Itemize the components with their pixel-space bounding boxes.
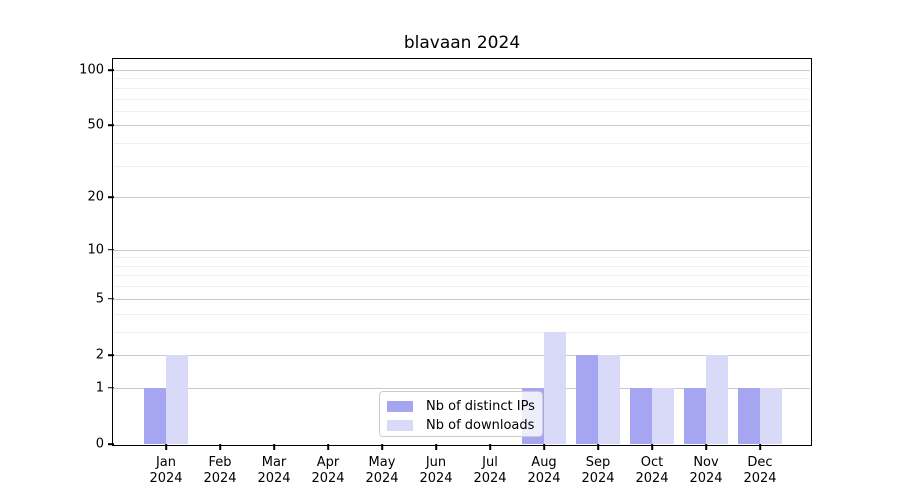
y-tick-label: 5 <box>95 291 104 307</box>
x-tick-label: Feb 2024 <box>203 455 237 486</box>
gridline-minor <box>114 110 810 112</box>
bar-distinct-ips <box>630 387 652 444</box>
x-tick-mark <box>759 444 761 450</box>
plot-area: Jan 2024 Feb 2024 Mar 2024 Apr 2024 May 2024… <box>112 58 812 486</box>
x-tick-label: Apr 2024 <box>311 455 345 486</box>
bar-downloads <box>598 354 620 444</box>
bar-distinct-ips <box>576 354 598 444</box>
y-tick-label: 50 <box>87 117 104 133</box>
y-tick-mark <box>108 443 114 445</box>
gridline-minor <box>114 78 810 80</box>
y-tick-label: 2 <box>95 347 104 363</box>
bar-distinct-ips <box>144 387 166 444</box>
x-tick-mark <box>489 444 491 450</box>
x-tick-label: Sep 2024 <box>581 455 615 486</box>
gridline-major <box>114 125 810 127</box>
gridline-minor <box>114 331 810 333</box>
legend-row-downloads: Nb of downloads <box>387 416 534 435</box>
bar-distinct-ips <box>684 387 706 444</box>
bar-downloads <box>166 354 188 444</box>
x-tick-label: Jun 2024 <box>419 455 453 486</box>
x-tick-label: May 2024 <box>365 455 399 486</box>
y-tick-label: 1 <box>95 380 104 396</box>
legend-row-distinct-ips: Nb of distinct IPs <box>387 397 535 416</box>
y-tick-label: 20 <box>87 189 104 205</box>
x-tick-label: Aug 2024 <box>527 455 561 486</box>
x-tick-label: Oct 2024 <box>635 455 669 486</box>
bar-downloads <box>652 387 674 444</box>
x-tick-mark <box>597 444 599 450</box>
gridline-major <box>114 387 810 389</box>
y-tick-mark <box>108 248 114 251</box>
bar-distinct-ips <box>738 387 760 444</box>
x-tick-label: Nov 2024 <box>689 455 723 486</box>
legend-swatch-distinct-ips <box>387 401 413 412</box>
gridline-minor <box>114 87 810 89</box>
gridline-minor <box>114 165 810 167</box>
y-tick-label: 10 <box>87 242 104 258</box>
bar-downloads <box>544 331 566 444</box>
gridline-major <box>114 70 810 71</box>
y-tick-label: 100 <box>79 62 104 78</box>
y-tick-mark <box>108 354 114 356</box>
y-tick-mark <box>108 387 114 389</box>
x-tick-mark <box>651 444 653 450</box>
gridline-minor <box>114 265 810 267</box>
gridline-minor <box>114 275 810 277</box>
gridline-major <box>114 197 810 199</box>
legend: Nb of distinct IPs Nb of downloads <box>379 391 543 437</box>
x-tick-mark <box>705 444 707 450</box>
y-tick-mark <box>108 124 114 127</box>
gridline-minor <box>114 313 810 315</box>
legend-swatch-downloads <box>387 420 413 431</box>
x-tick-mark <box>165 444 167 450</box>
gridline-major <box>114 249 810 251</box>
x-tick-label: Dec 2024 <box>743 455 777 486</box>
x-tick-mark <box>381 444 383 450</box>
x-tick-mark <box>543 444 545 450</box>
y-axis: 0 1 2 5 10 20 50 100 <box>0 60 114 452</box>
gridline-major <box>114 298 810 300</box>
x-tick-mark <box>327 444 329 450</box>
legend-label-downloads: Nb of downloads <box>426 418 535 433</box>
y-tick-label: 0 <box>95 436 104 452</box>
x-tick-label: Jan 2024 <box>149 455 183 486</box>
y-tick-mark <box>108 298 114 300</box>
gridline-minor <box>114 98 810 100</box>
x-tick-label: Mar 2024 <box>257 455 291 486</box>
y-tick-mark <box>108 69 114 71</box>
gridline-minor <box>114 143 810 145</box>
legend-label-distinct-ips: Nb of distinct IPs <box>426 399 535 414</box>
gridline-minor <box>114 286 810 288</box>
chart-title: blavaan 2024 <box>403 33 521 53</box>
gridline-major <box>114 354 810 356</box>
x-tick-mark <box>273 444 275 450</box>
y-tick-mark <box>108 196 114 199</box>
x-tick-mark <box>219 444 221 450</box>
bar-downloads <box>760 387 782 444</box>
x-tick-mark <box>435 444 437 450</box>
bar-downloads <box>706 354 728 444</box>
gridline-minor <box>114 257 810 259</box>
x-tick-label: Jul 2024 <box>473 455 507 486</box>
